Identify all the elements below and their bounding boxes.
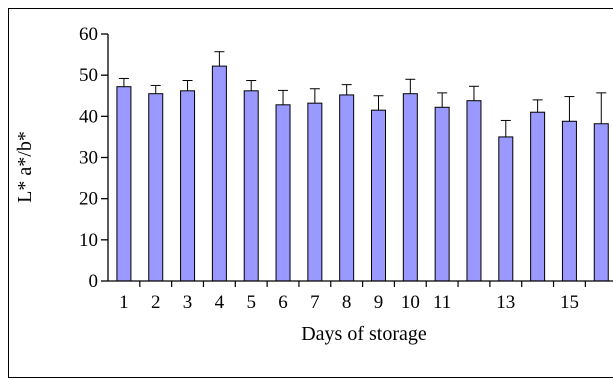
y-tick-label: 40: [79, 106, 98, 127]
bar: [434, 106, 450, 282]
bar: [148, 93, 164, 282]
y-tick-label: 20: [79, 189, 98, 210]
bar: [498, 136, 514, 282]
x-tick-label: 5: [246, 292, 256, 313]
bar: [307, 102, 323, 282]
error-bars-group: [118, 51, 607, 137]
bar: [116, 86, 132, 282]
y-tick-label: 0: [89, 271, 99, 292]
x-ticks-group: 1234567891011131517: [119, 281, 586, 313]
bars-group: [116, 65, 609, 282]
bar: [275, 104, 291, 282]
x-tick-label: 10: [401, 292, 420, 313]
bar: [561, 120, 577, 282]
bar: [180, 90, 196, 282]
x-tick-label: 9: [374, 292, 384, 313]
y-tick-label: 10: [79, 230, 98, 251]
y-axis-title: L* a*/b*: [14, 131, 36, 203]
x-axis-title: Days of storage: [301, 323, 427, 345]
bar: [243, 90, 259, 282]
x-tick-label: 7: [310, 292, 320, 313]
x-tick-label: 2: [151, 292, 161, 313]
bar: [593, 123, 609, 282]
y-ticks-group: 0 10 20 30 40 50 60: [79, 24, 108, 292]
x-tick-label: 4: [215, 292, 225, 313]
bar: [530, 111, 546, 282]
x-tick-label: 15: [560, 292, 579, 313]
y-tick-label: 30: [79, 148, 98, 169]
bar: [402, 93, 418, 282]
x-tick-label: 3: [183, 292, 193, 313]
bar: [371, 109, 386, 282]
x-tick-label: 8: [342, 292, 352, 313]
y-tick-label: 50: [79, 65, 98, 86]
y-tick-label: 60: [79, 24, 98, 45]
x-tick-label: 6: [278, 292, 288, 313]
bar: [211, 65, 227, 282]
bar: [466, 100, 482, 282]
bar: [339, 94, 355, 282]
x-tick-label: 13: [496, 292, 515, 313]
x-tick-label: 1: [119, 292, 129, 313]
x-tick-label: 11: [433, 292, 451, 313]
